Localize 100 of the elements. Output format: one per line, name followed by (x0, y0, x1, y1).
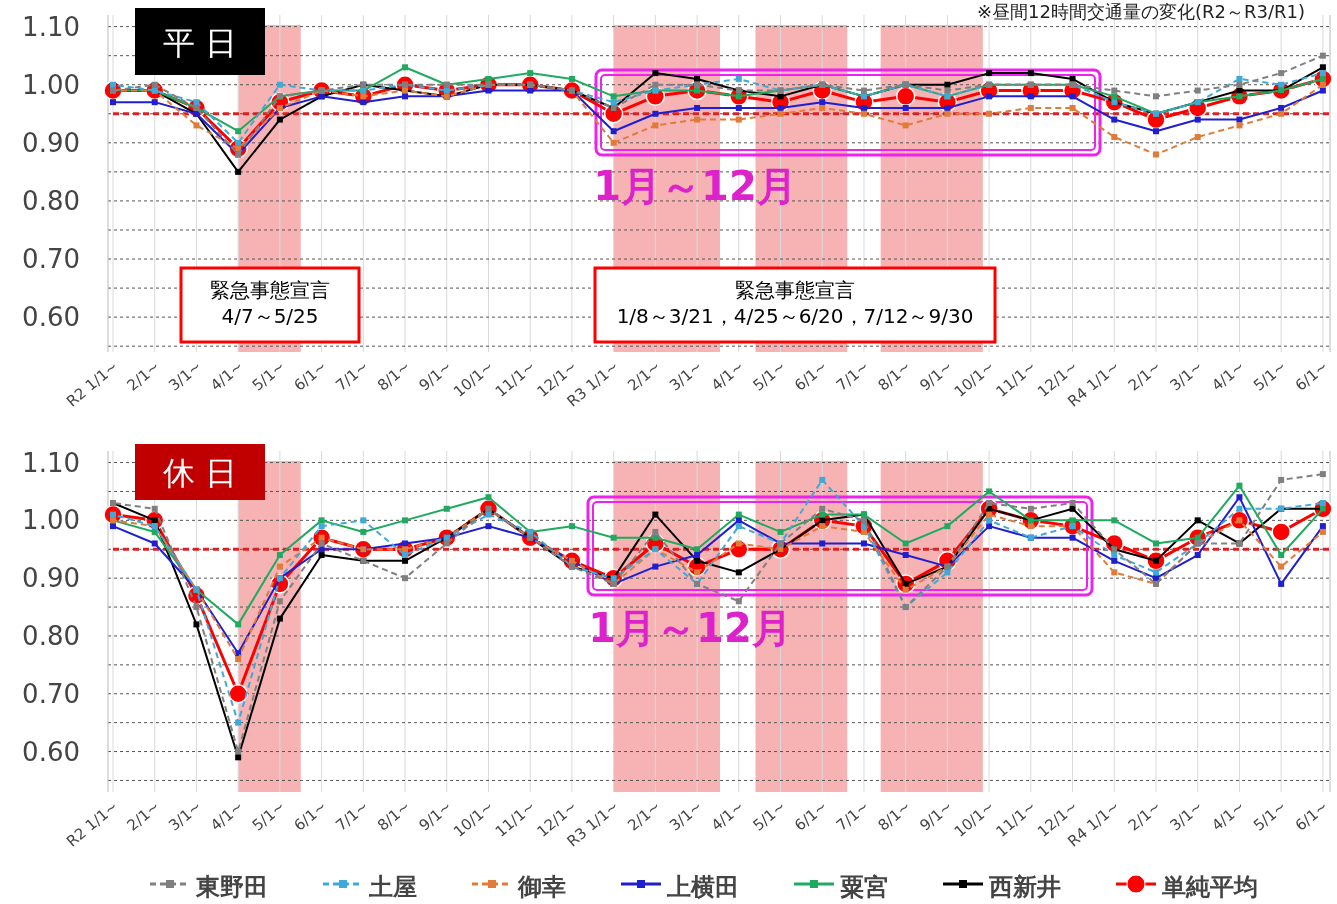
point (402, 575, 409, 582)
point (318, 517, 325, 524)
point (235, 719, 242, 726)
point (1319, 528, 1326, 535)
point (895, 86, 916, 107)
y-tick-label: 0.90 (22, 127, 80, 158)
point (1111, 134, 1118, 141)
point (485, 87, 492, 94)
point (1278, 110, 1285, 117)
x-tick-label: 4/1~ (707, 797, 748, 835)
point (1271, 522, 1291, 542)
annotation: 1月～12月 (588, 605, 792, 651)
point (318, 552, 325, 559)
y-tick-label: 1.10 (22, 11, 80, 42)
point (235, 621, 242, 628)
point (944, 81, 951, 88)
point (735, 116, 742, 123)
point (318, 523, 325, 530)
point (1069, 93, 1076, 100)
point (735, 517, 742, 524)
point (860, 104, 867, 111)
point (527, 70, 534, 77)
point (1069, 500, 1076, 507)
point (735, 540, 742, 547)
point (986, 93, 993, 100)
point (402, 517, 409, 524)
y-tick-label: 0.80 (22, 620, 80, 651)
point (1069, 104, 1076, 111)
point (1319, 523, 1326, 530)
point (1319, 70, 1326, 77)
point (1111, 87, 1118, 94)
point (777, 104, 784, 111)
point (1111, 116, 1118, 123)
point (610, 534, 617, 541)
point (402, 552, 409, 559)
point (402, 540, 409, 547)
point (1027, 70, 1034, 77)
point (276, 615, 283, 622)
point (1236, 482, 1243, 489)
point (1319, 471, 1326, 478)
point (1027, 93, 1034, 100)
point (652, 563, 659, 570)
point (694, 546, 701, 553)
point (1278, 104, 1285, 111)
point (485, 75, 492, 82)
point (652, 511, 659, 518)
x-tick-label: 4/1~ (207, 357, 247, 395)
point (485, 494, 492, 501)
point (235, 139, 242, 146)
point (902, 552, 909, 559)
point (819, 540, 826, 547)
point (1278, 580, 1285, 587)
point (1278, 563, 1285, 570)
point (360, 517, 367, 524)
point (735, 598, 742, 605)
point (1069, 534, 1076, 541)
point (694, 116, 701, 123)
point (1319, 52, 1326, 59)
point (944, 104, 951, 111)
point (1153, 151, 1159, 158)
point (1027, 523, 1034, 530)
point (652, 70, 659, 77)
point (860, 517, 867, 524)
point (1111, 552, 1118, 559)
point (610, 128, 617, 135)
point (652, 81, 659, 88)
point (151, 81, 158, 88)
point (1027, 505, 1034, 512)
point (944, 110, 951, 117)
point (652, 528, 659, 535)
point (193, 122, 200, 129)
point (819, 511, 826, 518)
y-tick-label: 0.60 (22, 302, 80, 333)
y-tick-label: 0.90 (22, 563, 80, 594)
point (276, 81, 283, 88)
point (151, 99, 158, 106)
point (694, 557, 701, 564)
point (1278, 476, 1285, 483)
point (151, 540, 158, 547)
point (986, 70, 993, 77)
point (1278, 552, 1285, 559)
point (902, 540, 909, 547)
point (235, 168, 242, 175)
point (860, 87, 867, 94)
point (276, 552, 283, 559)
point (819, 104, 826, 111)
point (193, 604, 200, 611)
point (902, 586, 909, 593)
point (568, 523, 575, 530)
point (902, 104, 909, 111)
point (402, 557, 409, 564)
point (276, 598, 283, 605)
point (1027, 104, 1034, 111)
point (1069, 75, 1076, 82)
point (860, 110, 867, 117)
legend-label: 東野田 (195, 873, 268, 901)
point (151, 505, 158, 512)
y-tick-label: 1.00 (22, 505, 80, 536)
x-tick-label: 4/1~ (1208, 357, 1249, 395)
point (986, 517, 993, 524)
